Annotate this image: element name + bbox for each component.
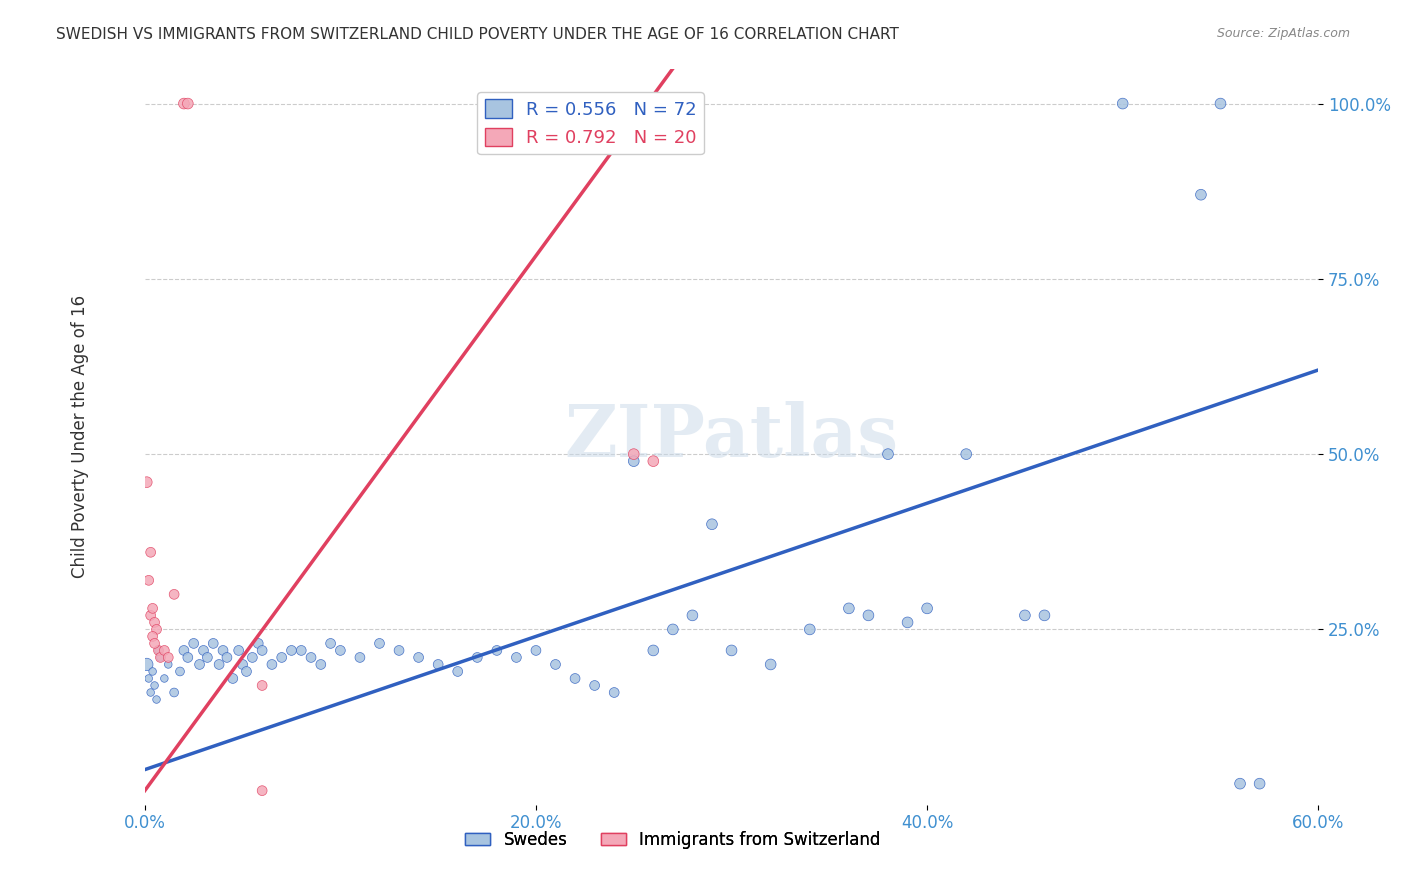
Point [524, 643, 547, 657]
Point [896, 615, 918, 630]
Point [260, 657, 283, 672]
Point [157, 650, 180, 665]
Point [143, 678, 166, 692]
Point [662, 623, 685, 637]
Point [149, 650, 172, 665]
Point [235, 665, 257, 679]
Point [142, 629, 165, 643]
Point [643, 454, 665, 468]
Point [505, 650, 527, 665]
Point [138, 574, 160, 588]
Point [485, 643, 508, 657]
Point [1189, 187, 1212, 202]
Point [299, 650, 322, 665]
Point [465, 650, 488, 665]
Point [368, 636, 391, 650]
Point [544, 657, 567, 672]
Point [319, 636, 342, 650]
Point [208, 657, 231, 672]
Point [173, 96, 195, 111]
Point [188, 657, 211, 672]
Point [148, 643, 170, 657]
Point [139, 685, 162, 699]
Point [177, 650, 200, 665]
Point [759, 657, 782, 672]
Point [143, 636, 166, 650]
Point [169, 665, 191, 679]
Point [349, 650, 371, 665]
Point [955, 447, 977, 461]
Point [232, 657, 254, 672]
Point [148, 643, 170, 657]
Point [603, 685, 626, 699]
Point [153, 643, 176, 657]
Point [153, 672, 176, 686]
Point [427, 657, 450, 672]
Point [329, 643, 352, 657]
Point [163, 587, 186, 601]
Y-axis label: Child Poverty Under the Age of 16: Child Poverty Under the Age of 16 [72, 295, 89, 578]
Point [139, 545, 162, 559]
Point [202, 636, 225, 650]
Point [799, 623, 821, 637]
Point [1249, 777, 1271, 791]
Point [138, 672, 160, 686]
Point [222, 672, 245, 686]
Point [838, 601, 860, 615]
Point [1033, 608, 1056, 623]
Point [681, 608, 703, 623]
Point [720, 643, 742, 657]
Point [623, 447, 645, 461]
Point [388, 643, 411, 657]
Point [643, 643, 665, 657]
Point [142, 601, 165, 615]
Point [177, 96, 200, 111]
Point [1112, 96, 1135, 111]
Point [623, 454, 645, 468]
Point [309, 657, 332, 672]
Point [135, 475, 157, 490]
Point [408, 650, 430, 665]
Point [858, 608, 880, 623]
Legend: Swedes, Immigrants from Switzerland: Swedes, Immigrants from Switzerland [458, 824, 887, 855]
Point [139, 608, 162, 623]
Point [143, 615, 166, 630]
Point [700, 517, 723, 532]
Point [195, 650, 218, 665]
Point [877, 447, 900, 461]
Text: Source: ZipAtlas.com: Source: ZipAtlas.com [1216, 27, 1350, 40]
Point [250, 783, 273, 797]
Point [247, 636, 270, 650]
Point [1014, 608, 1036, 623]
Point [215, 650, 238, 665]
Point [270, 650, 292, 665]
Point [212, 643, 235, 657]
Point [447, 665, 470, 679]
Text: ZIPatlas: ZIPatlas [564, 401, 898, 472]
Point [135, 657, 157, 672]
Point [145, 623, 167, 637]
Point [240, 650, 263, 665]
Point [1209, 96, 1232, 111]
Point [250, 678, 273, 692]
Point [280, 643, 302, 657]
Point [915, 601, 938, 615]
Point [564, 672, 586, 686]
Point [193, 643, 215, 657]
Point [157, 657, 180, 672]
Point [173, 643, 195, 657]
Text: SWEDISH VS IMMIGRANTS FROM SWITZERLAND CHILD POVERTY UNDER THE AGE OF 16 CORRELA: SWEDISH VS IMMIGRANTS FROM SWITZERLAND C… [56, 27, 898, 42]
Point [183, 636, 205, 650]
Point [583, 678, 606, 692]
Point [1229, 777, 1251, 791]
Point [163, 685, 186, 699]
Point [228, 643, 250, 657]
Point [250, 643, 273, 657]
Point [145, 692, 167, 706]
Point [290, 643, 312, 657]
Point [142, 665, 165, 679]
Point [149, 650, 172, 665]
